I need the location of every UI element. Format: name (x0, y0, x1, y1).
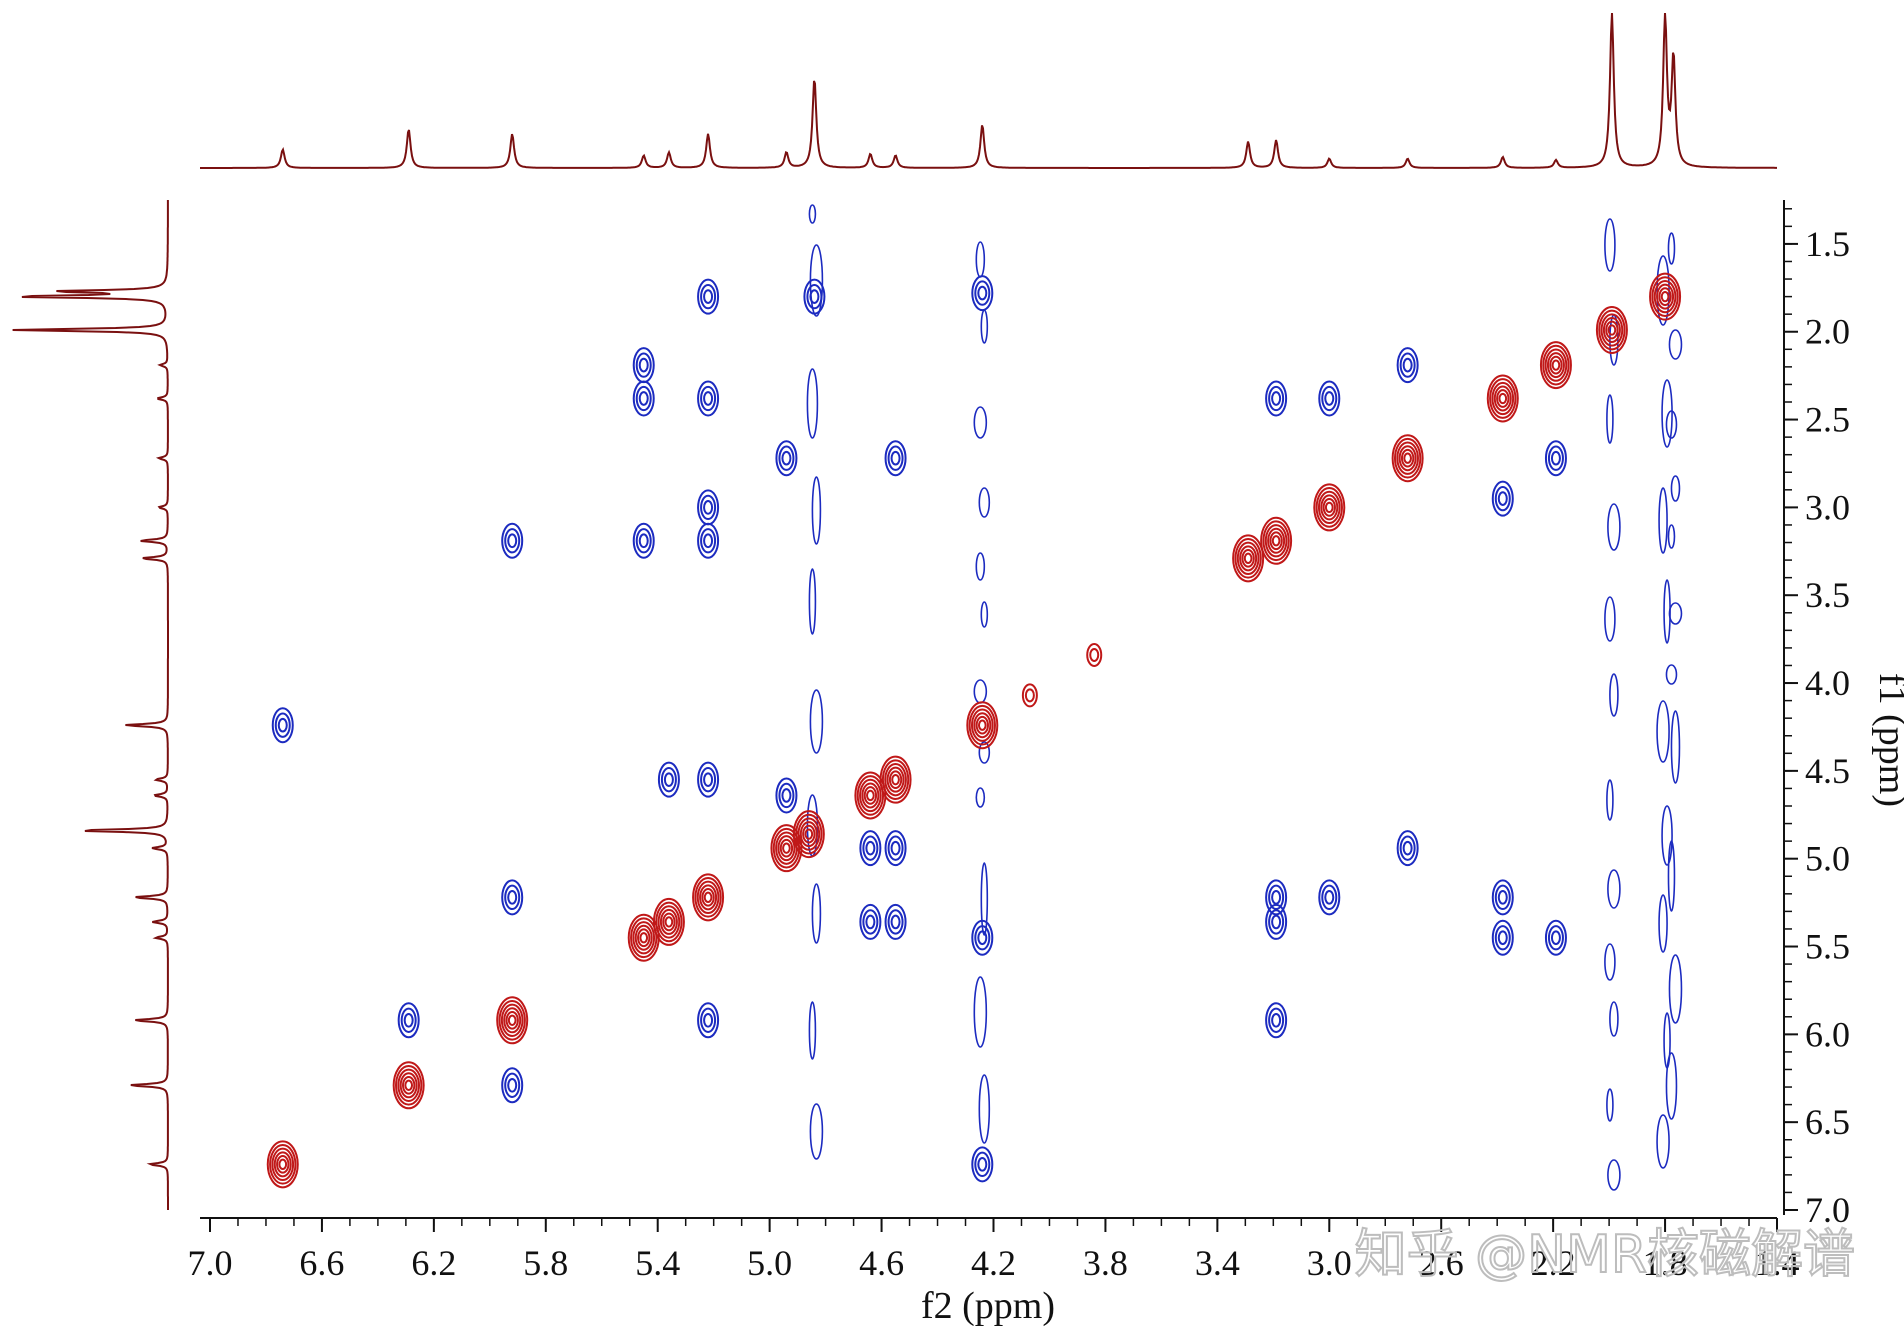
diagonal-peak (792, 810, 825, 859)
cross-peak (657, 761, 680, 798)
x-tick-label: 7.0 (188, 1243, 233, 1283)
cross-peak (1544, 440, 1567, 477)
noise-streak (1656, 255, 1673, 1169)
cross-peak (397, 1002, 420, 1039)
cross-peak (1544, 919, 1567, 956)
x-tick-label: 5.8 (523, 1243, 568, 1283)
watermark: 知乎 @NMR核磁解谱 (1355, 1225, 1855, 1285)
y-axis: 1.5 2.0 2.5 3.0 3.5 4.0 4.5 5.0 5.5 6.0 6.5 7.0 (1783, 200, 1850, 1230)
top-projection (200, 12, 1777, 169)
noise-streak (1604, 218, 1621, 1191)
left-projection (12, 200, 169, 1210)
cross-peak (775, 440, 798, 477)
diagonal-peak (1260, 516, 1293, 565)
x-tick-label: 4.2 (971, 1243, 1016, 1283)
diagonal-peak (879, 755, 912, 804)
y-tick-label: 6.5 (1805, 1102, 1850, 1142)
cross-peak-contours (271, 275, 1567, 1183)
y-tick-label: 4.0 (1805, 663, 1850, 703)
cross-peak (1396, 830, 1419, 867)
x-tick-label: 1.8 (1643, 1243, 1688, 1283)
cross-peak (697, 761, 720, 798)
cross-peak (1265, 380, 1288, 417)
diagonal-peak (1086, 642, 1103, 667)
x-tick-label: 5.0 (747, 1243, 792, 1283)
y-tick-label: 3.5 (1805, 575, 1850, 615)
cross-peak (697, 278, 720, 315)
cross-peak (501, 1067, 524, 1104)
diagonal-peak (1649, 272, 1682, 321)
cross-peak (1491, 879, 1514, 916)
cross-peak (1265, 879, 1288, 916)
x-tick-label: 2.6 (1419, 1243, 1464, 1283)
y-tick-label: 5.0 (1805, 839, 1850, 879)
x-tick-label: 3.8 (1083, 1243, 1128, 1283)
x-tick-label: 3.0 (1307, 1243, 1352, 1283)
diagonal-peak (627, 913, 660, 962)
cross-peak (501, 879, 524, 916)
diagonal-peak (392, 1061, 425, 1110)
f1-projection-trace (12, 200, 169, 1210)
y-tick-label: 1.5 (1805, 224, 1850, 264)
cross-peak (1491, 919, 1514, 956)
diagonal-peak (1486, 374, 1519, 423)
x-tick-label: 4.6 (859, 1243, 904, 1283)
cross-peak (775, 777, 798, 814)
cross-peak (859, 830, 882, 867)
diagonal-peak (692, 873, 725, 922)
x-tick-label: 1.4 (1755, 1243, 1800, 1283)
cross-peak (1265, 903, 1288, 940)
y-tick-label: 2.0 (1805, 312, 1850, 352)
cross-peak (859, 903, 882, 940)
cross-peak (1318, 879, 1341, 916)
x-tick-label: 2.2 (1531, 1243, 1576, 1283)
cross-peak (501, 522, 524, 559)
cross-peak (632, 380, 655, 417)
cross-peak (971, 919, 994, 956)
x-tick-label: 6.6 (299, 1243, 344, 1283)
x-tick-label: 3.4 (1195, 1243, 1240, 1283)
diagonal-peak (1313, 483, 1346, 532)
y-tick-label: 5.5 (1805, 927, 1850, 967)
cross-peak (632, 522, 655, 559)
y-tick-label: 6.0 (1805, 1014, 1850, 1054)
diagonal-peak (496, 996, 529, 1045)
noise-streak (1665, 232, 1683, 1120)
cross-peak (1396, 347, 1419, 384)
y-tick-label: 2.5 (1805, 400, 1850, 440)
y-axis-title: f1 (ppm) (1871, 673, 1904, 807)
cross-peak (697, 522, 720, 559)
y-tick-label: 7.0 (1805, 1190, 1850, 1230)
cross-peak (1265, 1002, 1288, 1039)
x-axis-title: f2 (ppm) (921, 1285, 1055, 1327)
diagonal-peak (1539, 341, 1572, 390)
cross-peak (697, 1002, 720, 1039)
diagonal-peak (966, 701, 999, 750)
diagonal-peak (266, 1140, 299, 1189)
diagonal-peak (652, 897, 685, 946)
cross-peak (271, 707, 294, 744)
diagonal-peak (1021, 683, 1038, 708)
y-tick-label: 3.0 (1805, 487, 1850, 527)
cross-peak (803, 278, 826, 315)
f2-projection-trace (200, 12, 1777, 169)
x-tick-label: 6.2 (411, 1243, 456, 1283)
cross-peak (971, 1146, 994, 1183)
diagonal-peak (1232, 534, 1265, 583)
y-tick-label: 4.5 (1805, 751, 1850, 791)
cross-peak (884, 830, 907, 867)
diagonal-peak-contours (266, 272, 1682, 1189)
cross-peak (884, 903, 907, 940)
x-axis: 7.0 6.6 6.2 5.8 5.4 5.0 4.6 4.2 3.8 3.4 3.0 2.6 2.2 1… (188, 1217, 1800, 1283)
cross-peak (1318, 380, 1341, 417)
x-tick-label: 5.4 (635, 1243, 680, 1283)
diagonal-peak (1391, 434, 1424, 483)
diagonal-peak (1595, 305, 1628, 354)
cross-peak (884, 440, 907, 477)
cross-peak (971, 275, 994, 312)
cross-peak (697, 380, 720, 417)
cross-peak (1491, 480, 1514, 517)
